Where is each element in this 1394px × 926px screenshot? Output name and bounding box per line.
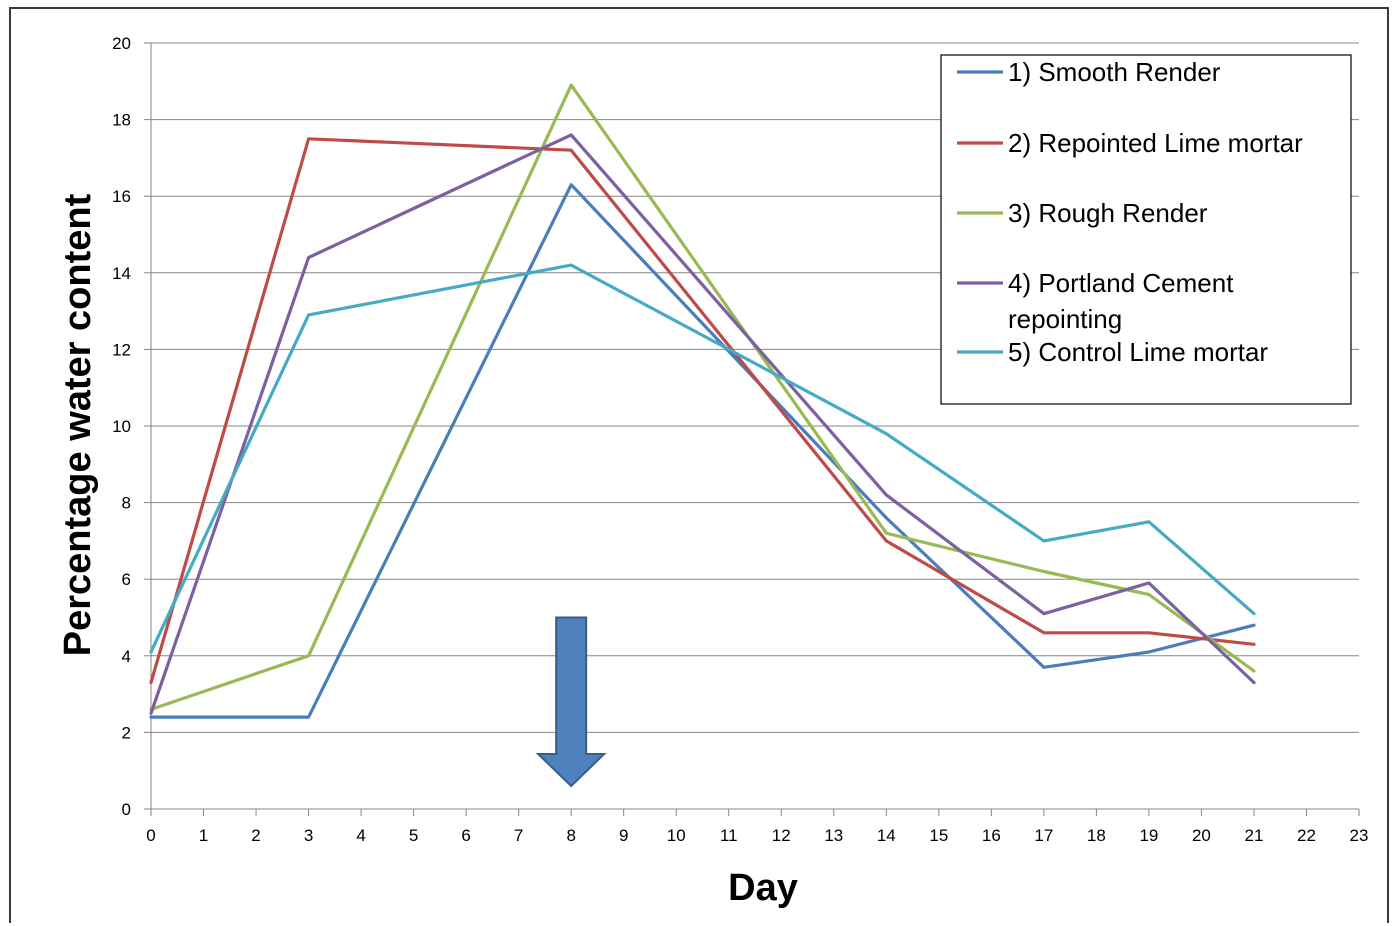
x-tick-label: 5 [409,826,418,845]
legend: 1) Smooth Render 2) Repointed Lime mortar… [940,54,1352,405]
legend-label-5: 5) Control Lime mortar [1008,337,1268,367]
x-tick-label: 1 [199,826,208,845]
series-line-5 [149,263,1256,654]
x-tick-labels: 0 1 2 3 4 5 6 7 8 9 10 11 12 13 14 15 16 17 18 19 20 21 22 23 [146,826,1368,845]
y-tick-label: 12 [112,340,131,359]
x-tick-label: 3 [304,826,313,845]
y-tick-label: 14 [112,264,131,283]
legend-label-4: 4) Portland Cement repointing [1008,268,1234,334]
x-tick-label: 7 [514,826,523,845]
series-line-3 [149,83,1256,712]
y-tick-label: 4 [122,647,131,666]
x-tick-label: 6 [461,826,470,845]
x-tick-label: 22 [1297,826,1316,845]
x-tick-label: 16 [982,826,1001,845]
x-tick-label: 0 [146,826,155,845]
y-tick-label: 0 [122,800,131,819]
x-tick-label: 4 [356,826,365,845]
y-tick-labels: 0 2 4 6 8 10 12 14 16 18 20 [112,34,131,819]
x-tick-label: 10 [667,826,686,845]
x-tick-label: 8 [566,826,575,845]
legend-label-1: 1) Smooth Render [1008,57,1221,87]
x-tick-label: 12 [772,826,791,845]
x-tick-label: 2 [251,826,260,845]
x-tick-label: 11 [720,826,738,845]
x-tick-label: 23 [1350,826,1369,845]
legend-box [940,54,1352,405]
legend-label-3: 3) Rough Render [1008,198,1208,228]
x-tick-label: 18 [1087,826,1106,845]
x-tick-label: 9 [619,826,628,845]
x-tick-label: 21 [1244,826,1263,845]
y-tick-label: 10 [112,417,131,436]
series-line-2 [149,137,1256,685]
x-tick-label: 13 [824,826,843,845]
y-tick-label: 16 [112,187,131,206]
y-tick-label: 18 [112,111,131,130]
legend-label-2: 2) Repointed Lime mortar [1008,128,1303,158]
x-tick-label: 20 [1192,826,1211,845]
series-line-1 [149,183,1256,719]
x-tick-label: 19 [1139,826,1158,845]
series-line-4 [149,133,1256,715]
x-tick-label: 15 [929,826,948,845]
x-tick-label: 17 [1034,826,1053,845]
y-tick-label: 2 [122,723,131,742]
down-arrow-icon [535,616,607,788]
x-tick-label: 14 [877,826,896,845]
y-axis-title: Percentage water content [57,193,99,656]
y-tick-label: 8 [122,494,131,513]
series-lines [149,83,1256,719]
y-tick-label: 20 [112,34,131,53]
x-axis-title: Day [728,867,798,909]
chart-frame [9,7,1389,923]
y-tick-label: 6 [122,570,131,589]
annotations [535,616,607,788]
